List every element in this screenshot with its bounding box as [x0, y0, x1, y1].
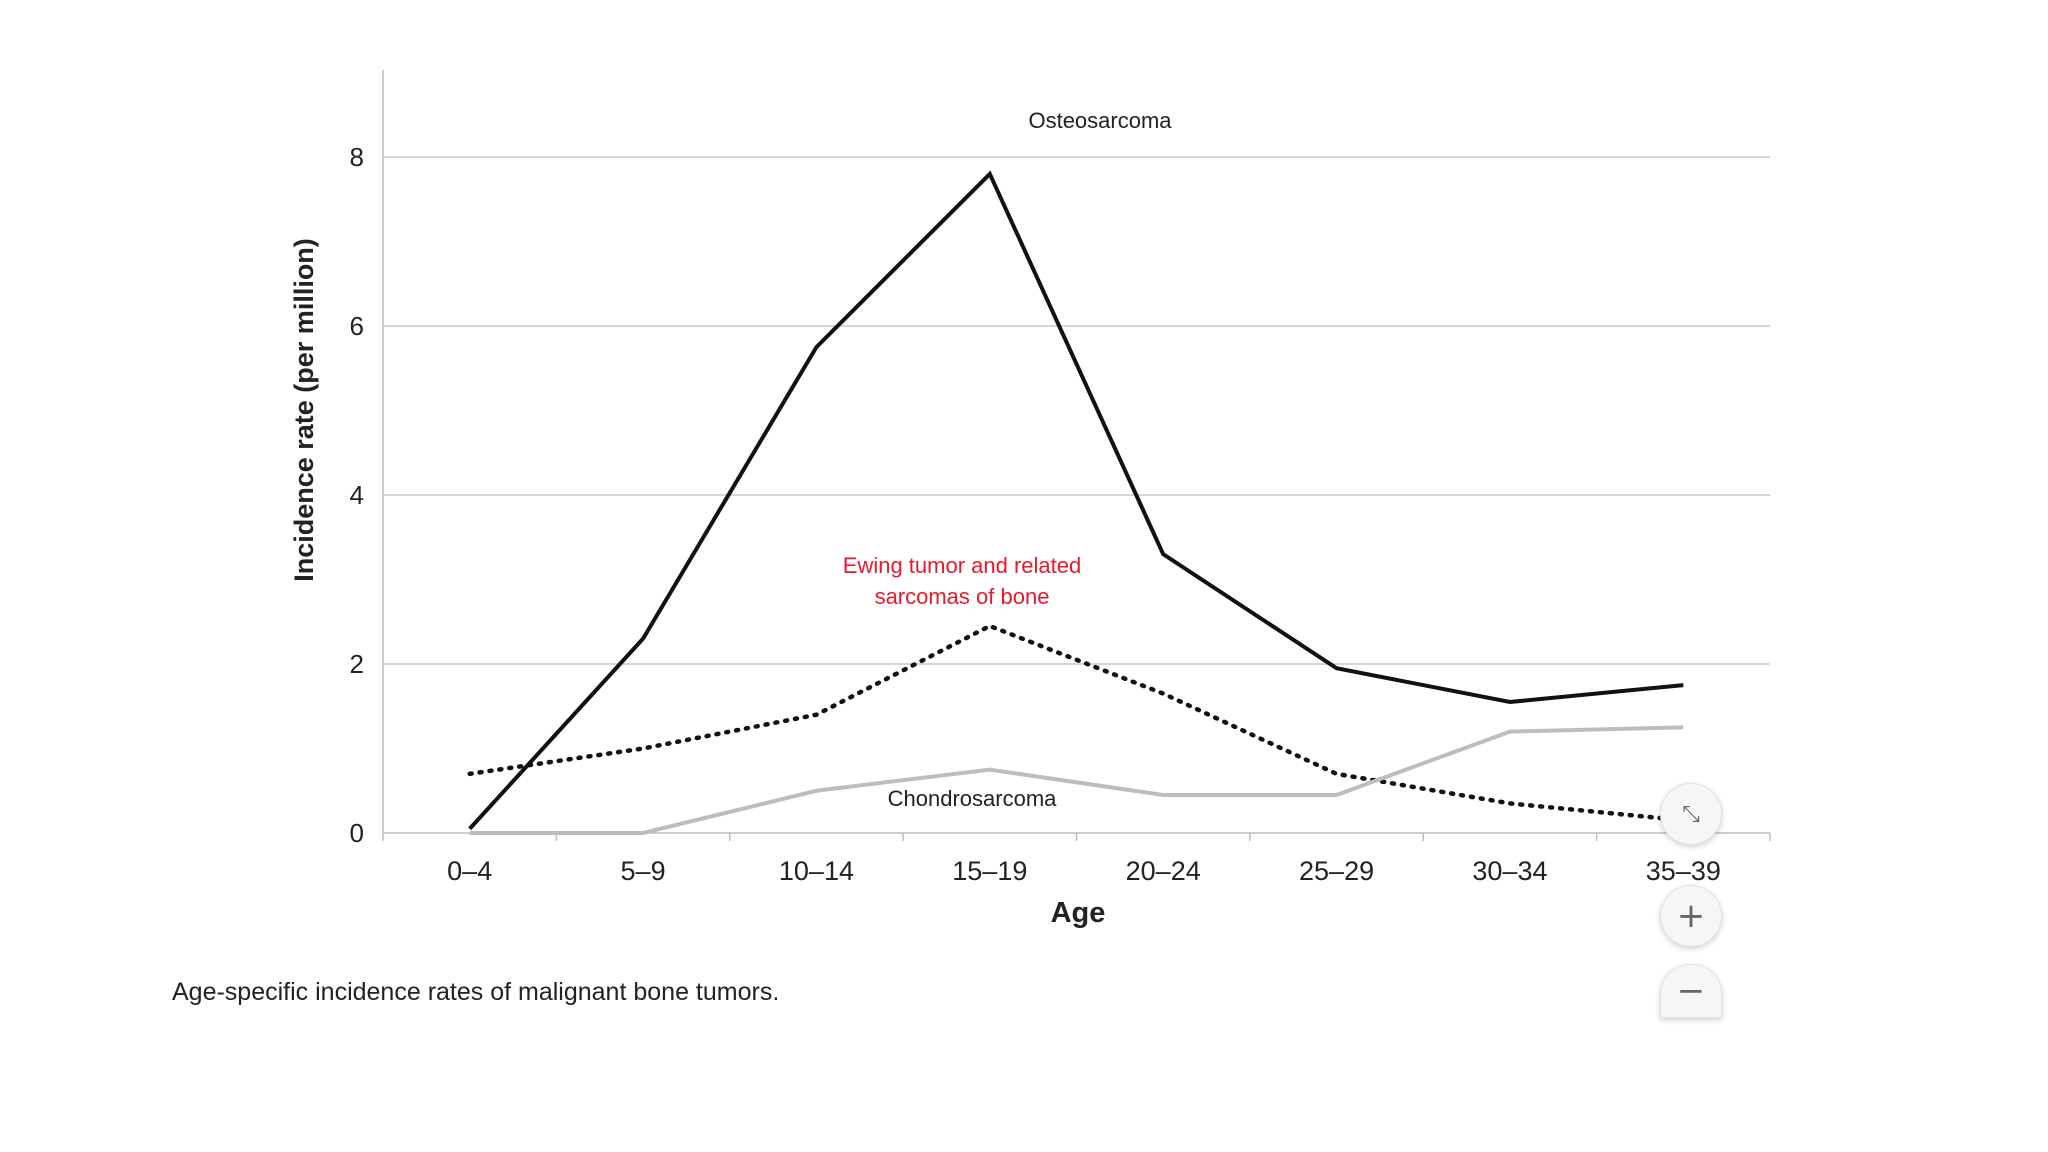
zoom-out-button[interactable]: −: [1660, 964, 1722, 1018]
y-axis-label: Incidence rate (per million): [289, 238, 319, 582]
x-tick-label: 30–34: [1472, 856, 1547, 886]
x-axis-label: Age: [1051, 897, 1106, 929]
series-label-ewing-line1: Ewing tumor and related: [843, 553, 1081, 578]
figure-caption: Age-specific incidence rates of malignan…: [172, 978, 780, 1006]
y-tick-label: 4: [350, 480, 364, 510]
x-tick-label: 35–39: [1646, 856, 1721, 886]
x-tick-label: 20–24: [1126, 856, 1201, 886]
series-line-ewing: [467, 623, 1686, 823]
x-tick-label: 15–19: [952, 856, 1027, 886]
plus-icon: +: [1676, 896, 1706, 936]
y-tick-label: 2: [350, 649, 364, 679]
x-tick-label: 10–14: [779, 856, 854, 886]
series-label-osteosarcoma: Osteosarcoma: [1028, 108, 1172, 133]
series-label-chondrosarcoma: Chondrosarcoma: [888, 786, 1058, 811]
zoom-in-button[interactable]: +: [1660, 885, 1722, 947]
x-tick-label: 0–4: [447, 856, 492, 886]
y-tick-label: 0: [350, 818, 364, 848]
fit-to-screen-button[interactable]: ⤡: [1660, 783, 1722, 845]
minus-icon: −: [1676, 971, 1706, 1011]
series-label-ewing-line2: sarcomas of bone: [875, 584, 1050, 609]
series-line-osteosarcoma: [468, 170, 1684, 831]
y-tick-label: 6: [350, 311, 364, 341]
x-tick-label: 5–9: [621, 856, 666, 886]
y-tick-label: 8: [350, 142, 364, 172]
compress-icon: ⤡: [1682, 801, 1700, 827]
x-tick-label: 25–29: [1299, 856, 1374, 886]
series-line-chondrosarcoma: [469, 725, 1684, 835]
